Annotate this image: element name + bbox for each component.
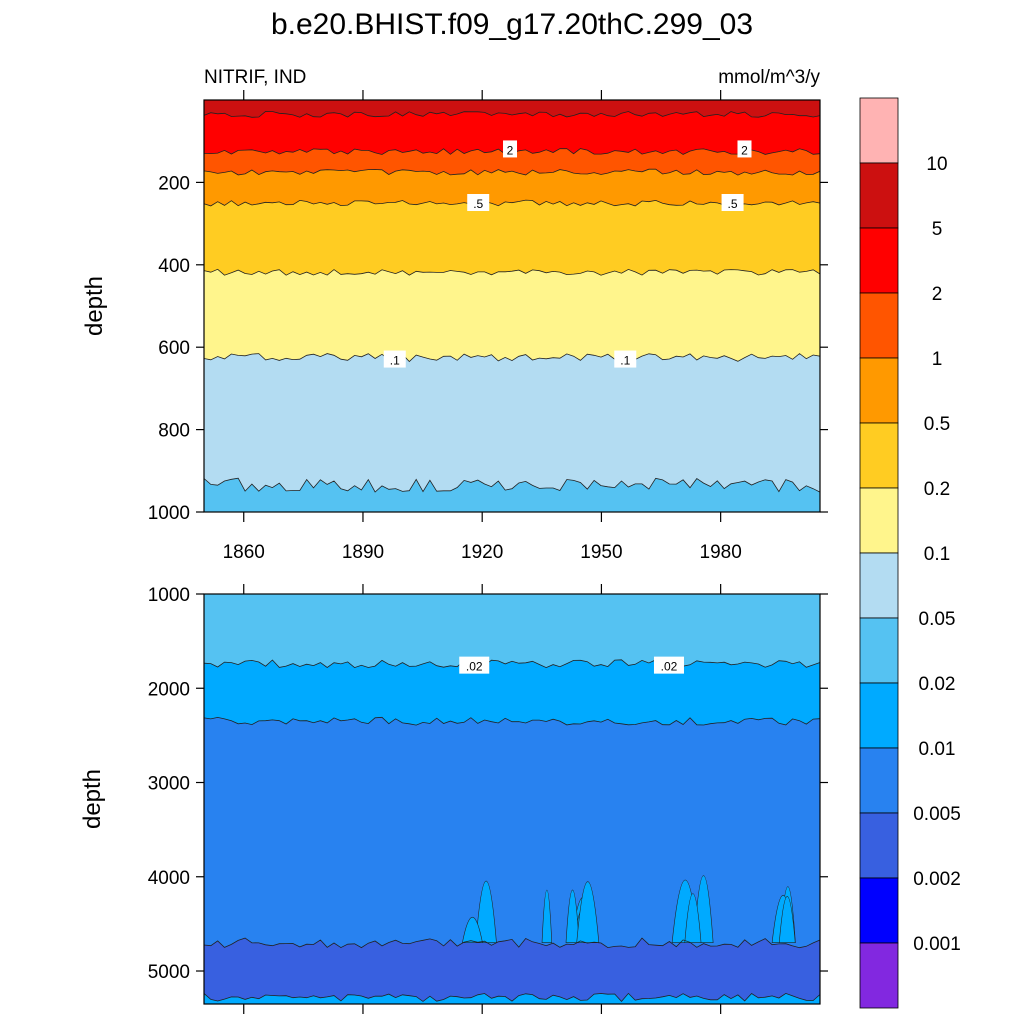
contour-label: 2	[737, 140, 752, 158]
colorbar-label: 2	[932, 284, 943, 305]
y-tick-label: 400	[158, 256, 190, 277]
contour-label-text: .1	[390, 354, 400, 368]
contour-label-text: .5	[728, 197, 738, 211]
contour-label-text: .1	[620, 354, 630, 368]
x-tick-label: 1950	[580, 542, 622, 563]
y-tick-label: 600	[158, 338, 190, 359]
colorbar-label: 0.05	[919, 609, 956, 630]
contour-line	[203, 110, 821, 118]
contour-label: .5	[467, 194, 490, 211]
contour-line	[203, 168, 821, 176]
colorbar-swatch	[859, 292, 899, 359]
contour-label-text: .02	[661, 660, 678, 674]
band-fill	[204, 353, 820, 512]
contour-line	[203, 937, 821, 949]
contour-label-text: .02	[466, 660, 483, 674]
variable-subtitle: NITRIF, IND	[204, 67, 306, 88]
colorbar-label: 0.001	[913, 934, 961, 955]
y-tick-label: 200	[158, 173, 190, 194]
plot-title: b.e20.BHIST.f09_g17.20thC.299_03	[271, 8, 753, 41]
contour-label: .1	[383, 350, 406, 368]
lower-contour-lines	[203, 659, 821, 1003]
x-tick-label: 1980	[700, 542, 742, 563]
colorbar-swatch	[859, 617, 899, 684]
contour-blob	[778, 896, 796, 944]
y-tick-label: 2000	[148, 679, 190, 700]
y-tick-label: 4000	[148, 868, 190, 889]
colorbar-swatch	[859, 552, 899, 619]
contour-label: .02	[653, 656, 684, 674]
y-tick-label: 1000	[148, 503, 190, 524]
upper-ticks: 200 400 600 800 1000 1860 1890 1920 1950 1980	[148, 90, 828, 563]
y-tick-label: 3000	[148, 774, 190, 795]
lower-ticks: 1000 2000 3000 4000 5000	[148, 584, 828, 1014]
lower-contour-labels: .02 .02	[459, 656, 684, 674]
upper-plot-frame	[203, 99, 821, 513]
upper-panel: 2 2 .5 .5 .1 .1 200 400 600 800 1000 1860 1890 1920 1…	[81, 90, 828, 563]
colorbar-swatch	[859, 357, 899, 424]
colorbar-swatch	[859, 97, 899, 164]
lower-y-axis-label: depth	[79, 769, 106, 829]
contour-line	[203, 477, 821, 493]
contour-line	[203, 353, 821, 363]
colorbar-label: 10	[926, 154, 947, 175]
units-subtitle: mmol/m^3/y	[718, 67, 820, 88]
contour-line	[203, 199, 821, 207]
contour-label-text: 2	[507, 143, 514, 157]
colorbar: 10 5 2 1 0.5 0.2 0.1 0.05 0.02 0.01 0.005 0.002 0.00…	[859, 97, 961, 1009]
contour-label: .5	[721, 194, 744, 211]
band-fill	[204, 993, 820, 1004]
colorbar-swatch	[859, 877, 899, 944]
contour-label-text: .5	[473, 197, 483, 211]
colorbar-label: 0.1	[924, 544, 950, 565]
contour-blob	[475, 880, 497, 944]
colorbar-label: 0.5	[924, 414, 950, 435]
x-tick-label: 1920	[461, 542, 503, 563]
y-tick-label: 5000	[148, 962, 190, 983]
lower-plot-frame	[203, 593, 821, 1005]
colorbar-swatch	[859, 422, 899, 489]
contour-label: .1	[614, 350, 637, 368]
colorbar-label: 0.005	[913, 804, 961, 825]
contour-line	[203, 268, 821, 276]
contour-line	[203, 659, 821, 669]
colorbar-label: 0.002	[913, 869, 961, 890]
colorbar-swatch	[859, 812, 899, 879]
colorbar-label: 0.2	[924, 479, 950, 500]
colorbar-swatch	[859, 162, 899, 229]
lower-fills	[204, 594, 820, 1004]
colorbar-swatch	[859, 682, 899, 749]
upper-contour-labels: 2 2 .5 .5 .1 .1	[383, 140, 752, 368]
x-tick-label: 1890	[342, 542, 384, 563]
band-fill	[204, 478, 820, 512]
colorbar-swatch	[859, 227, 899, 294]
lower-panel: .02 .02 1000 2000 3000 4000 5000 depth	[79, 584, 828, 1014]
colorbar-swatch	[859, 487, 899, 554]
contour-blob	[576, 881, 600, 944]
colorbar-swatch	[859, 747, 899, 814]
contour-blob	[541, 890, 553, 944]
colorbar-label: 0.01	[919, 739, 956, 760]
contour-label-text: 2	[741, 143, 748, 157]
x-tick-label: 1860	[223, 542, 265, 563]
colorbar-label: 5	[932, 219, 943, 240]
contour-label: 2	[503, 140, 518, 158]
y-tick-label: 1000	[148, 585, 190, 606]
band-fill	[204, 938, 820, 1004]
upper-contour-lines	[203, 110, 821, 493]
colorbar-swatch	[859, 942, 899, 1009]
contour-line	[203, 992, 821, 1003]
upper-y-axis-label: depth	[81, 276, 108, 336]
colorbar-label: 1	[932, 349, 943, 370]
contour-line	[203, 716, 821, 726]
contour-blob	[684, 893, 702, 944]
contour-blob	[462, 917, 483, 944]
y-tick-label: 800	[158, 421, 190, 442]
upper-fills	[204, 100, 820, 513]
band-fill	[204, 717, 820, 1004]
colorbar-label: 0.02	[919, 674, 956, 695]
contour-label: .02	[459, 656, 490, 674]
